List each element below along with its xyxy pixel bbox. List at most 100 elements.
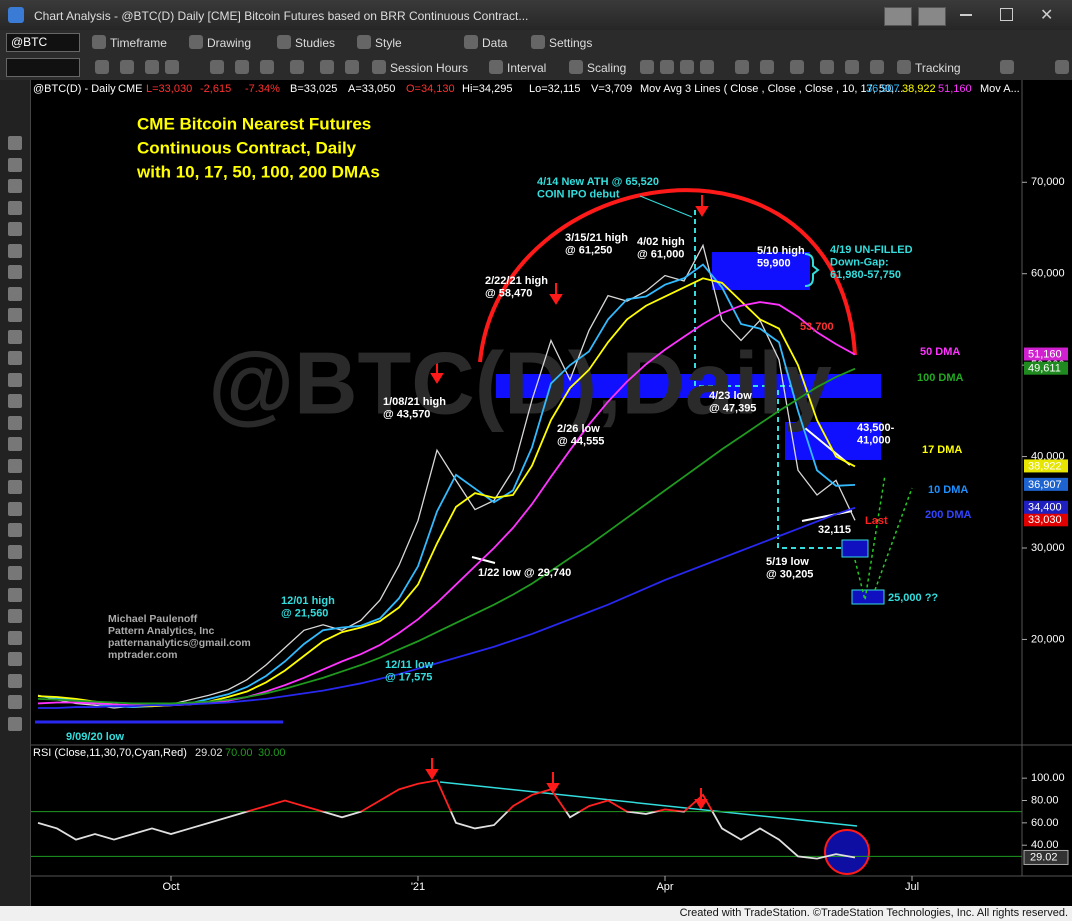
chart-background [31,80,1072,906]
tool-icon[interactable] [8,308,22,322]
annotation: 3/15/21 high [565,232,628,244]
tool-icon[interactable] [8,523,22,537]
toolbar-icon[interactable] [660,60,674,74]
tool-icon[interactable] [8,480,22,494]
tool-icon[interactable] [8,415,22,430]
toolbar-icon[interactable] [120,60,134,74]
series-label: 17 DMA [922,444,962,456]
arrows [425,195,709,810]
toolbar-icon[interactable] [820,60,834,74]
toolbar-icon[interactable] [260,60,274,74]
tool-icon[interactable] [8,329,22,344]
tool-icon[interactable] [8,394,22,408]
status-field: Lo=32,115 [529,83,581,95]
tool-icon[interactable] [8,501,22,516]
toolbar-icon [189,35,203,49]
tool-icon[interactable] [8,673,22,688]
tool-icon[interactable] [8,437,22,451]
tool-icon[interactable] [8,544,22,559]
interval-field[interactable] [6,58,80,77]
tool-icon[interactable] [8,265,22,279]
arrow-head [549,294,563,305]
tool-icon[interactable] [8,222,22,236]
toolbar-button[interactable]: Studies [295,36,336,50]
minimize-button[interactable] [960,14,972,16]
toolbar-icon[interactable] [1000,60,1014,74]
tool-icon[interactable] [8,351,22,365]
toolbar-button[interactable]: Style [375,36,402,50]
tool-icon[interactable] [8,200,22,215]
y-tick-label: 60,000 [1031,268,1065,280]
annotation: 5/19 low [766,556,809,568]
title-bar: Chart Analysis - @BTC(D) Daily [CME] Bit… [0,0,1072,30]
toolbar-icon[interactable] [145,60,159,74]
annotation: 25,000 ?? [888,592,938,604]
series-label: 10 DMA [928,484,968,496]
author: patternanalytics@gmail.com [108,637,251,649]
tool-icon[interactable] [8,609,22,623]
status-field: Hi=34,295 [462,83,512,95]
toolbar-button[interactable]: Session Hours [390,61,469,75]
toolbar-icon[interactable] [165,60,179,74]
toolbar-icon[interactable] [1055,60,1069,74]
tool-icon[interactable] [8,716,22,731]
status-field: B=33,025 [290,83,337,95]
toolbar-button[interactable]: Drawing [207,36,252,50]
toolbar-button[interactable]: Scaling [587,61,627,75]
close-button[interactable]: ✕ [1040,7,1054,24]
toolbar-icon [357,35,371,49]
status-study-value: 51,160 [938,83,972,95]
annotation: 12/11 low [385,659,434,671]
tool-icon[interactable] [8,243,22,258]
tool-icon[interactable] [8,179,22,193]
toolbar-icon [569,60,583,74]
toolbar-icon[interactable] [845,60,859,74]
toolbar-icon[interactable] [790,60,804,74]
tool-icon[interactable] [8,652,22,666]
status-field: CME [118,83,142,95]
toolbar-icon[interactable] [290,60,304,74]
tool-icon[interactable] [8,630,22,645]
y-tick-label: 40.00 [1031,839,1059,851]
grid-button[interactable] [918,7,946,26]
tool-icon[interactable] [8,157,22,172]
top-arc [478,188,857,363]
last-value-label: 49,611 [1028,363,1061,375]
tool-icon[interactable] [8,458,22,473]
maximize-button[interactable] [1000,8,1013,21]
toolbar-icon[interactable] [235,60,249,74]
toolbar-icon[interactable] [870,60,884,74]
toolbar-icon[interactable] [95,60,109,74]
last-value-flag [1024,477,1068,491]
tool-icon[interactable] [8,372,22,387]
last-value-flag [1024,347,1068,361]
tool-icon[interactable] [8,136,22,150]
toolbar-icon[interactable] [345,60,359,74]
trendline [804,427,851,466]
toolbar-icon[interactable] [735,60,749,74]
toolbar-icon[interactable] [210,60,224,74]
symbol-link-button[interactable] [884,7,912,26]
toolbar-button[interactable]: Interval [507,61,547,75]
toolbar-button[interactable]: Settings [549,36,593,50]
series-label: 100 DMA [917,372,964,384]
tool-icon[interactable] [8,566,22,580]
toolbar-icon[interactable] [680,60,694,74]
tool-icon[interactable] [8,286,22,301]
toolbar-icon[interactable] [640,60,654,74]
toolbar-button[interactable]: Data [482,36,508,50]
gap-zone [712,252,810,290]
toolbar-icon[interactable] [760,60,774,74]
toolbar-icon[interactable] [700,60,714,74]
toolbar-icon [372,60,386,74]
toolbar-icon[interactable] [320,60,334,74]
symbol-field[interactable]: @BTC [6,33,80,52]
toolbar-button[interactable]: Timeframe [110,36,167,50]
rsi-highlight [824,829,870,875]
author: mptrader.com [108,649,177,661]
toolbar-icon [531,35,545,49]
tool-icon[interactable] [8,695,22,709]
x-tick-label: '21 [411,881,425,893]
toolbar-button[interactable]: Tracking [915,61,961,75]
tool-icon[interactable] [8,587,22,602]
